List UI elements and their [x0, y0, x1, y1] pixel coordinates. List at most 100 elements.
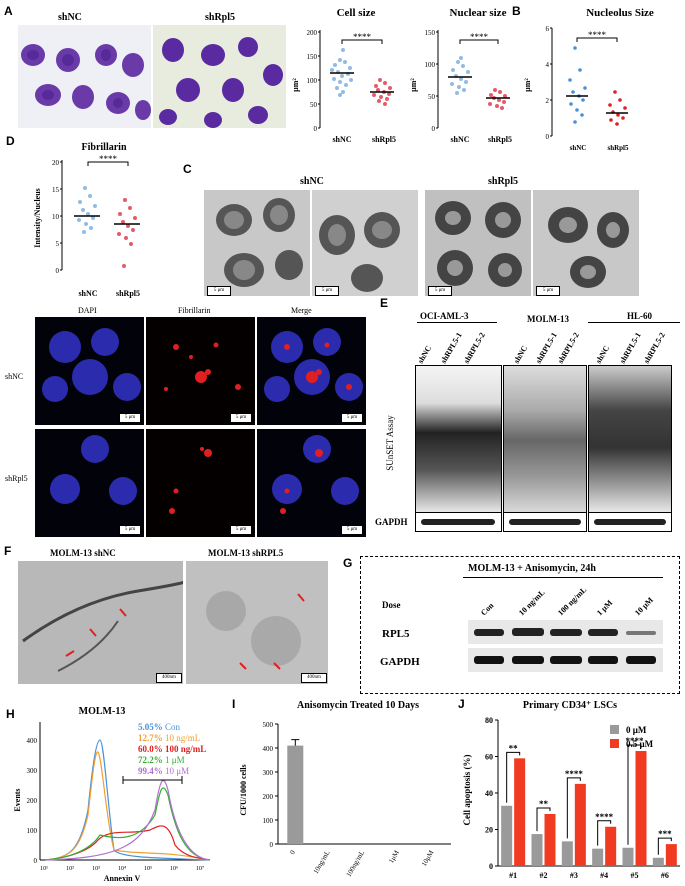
nucleolus-size-tick: 2	[546, 97, 550, 105]
blot-hl60	[588, 365, 672, 515]
bar-05um	[605, 826, 617, 866]
significance-bracket	[506, 751, 521, 803]
panel-f-label-shnc: MOLM-13 shNC	[50, 548, 116, 558]
fibrillarin-tick: 20	[52, 159, 60, 167]
nuclear-size-category: shNC	[450, 135, 469, 144]
if-image-shnc-merge: 5 μm	[257, 317, 366, 425]
histogram-curve-1um	[44, 787, 211, 861]
em-image-shnc-2: 5 μm	[312, 190, 418, 296]
lane-label: shNC	[512, 344, 529, 365]
histogram-ytick: 200	[27, 797, 38, 805]
fibrillarin-category: shNC	[78, 289, 97, 298]
dot-plots-a-b: Cell size 0 50 100 150 200 μm² **** shNC…	[291, 7, 654, 152]
panel-c-label-shnc: shNC	[300, 176, 324, 187]
y-tick-label: 100	[263, 817, 274, 825]
panel-label-g: G	[343, 556, 353, 570]
nuclear-size-significance: ****	[470, 32, 489, 42]
histogram-xtick: 10²	[66, 866, 74, 872]
histogram-ytick: 0	[34, 857, 38, 865]
significance-bracket	[657, 837, 672, 855]
cell-size-tick: 50	[310, 101, 318, 109]
fibrillarin-dot-plot: Fibrillarin 0 5 10 15 20 Intensity/Nucle…	[33, 142, 140, 298]
fibrillarin-category: shRpl5	[116, 289, 140, 298]
significance-label: ****	[626, 736, 645, 746]
significance-label: ***	[658, 829, 672, 839]
histogram-title: MOLM-13	[79, 706, 126, 717]
legend-label: 0.5 μM	[626, 739, 654, 749]
panel-label-j: J	[458, 697, 465, 711]
if-col-label-fibrillarin: Fibrillarin	[178, 306, 211, 315]
cell-size-category: shNC	[332, 135, 351, 144]
histogram-curve-100ng	[44, 825, 211, 861]
lane-label: shRPL5-2	[462, 331, 487, 365]
scale-bar: 5 μm	[230, 413, 252, 423]
nuclear-size-tick: 0	[432, 125, 436, 133]
nuclear-size-category: shRpl5	[488, 135, 512, 144]
dose-label: Dose	[382, 600, 401, 610]
nucleolus-size-tick: 0	[546, 133, 550, 141]
histogram-xtick: 10⁷	[196, 866, 204, 872]
significance-label: **	[539, 799, 549, 809]
blot-gapdh-hl60	[588, 512, 672, 532]
x-tick-label: 100ng/mL	[345, 849, 367, 878]
svg-text:99.4% 10 μM: 99.4% 10 μM	[138, 766, 189, 776]
if-col-label-dapi: DAPI	[78, 306, 97, 315]
cfu-chart-ylabel: CFU/1000 cells	[239, 764, 248, 815]
lane-label: shRPL5-2	[556, 331, 581, 365]
significance-bracket	[536, 807, 551, 832]
dose-label-item: 100 ng/mL	[556, 585, 588, 617]
cfu-bar-chart: Anisomycin Treated 10 Days CFU/1000 cell…	[239, 700, 451, 878]
rpl5-label: RPL5	[382, 628, 410, 640]
wright-giemsa-image-shnc	[18, 25, 151, 128]
x-tick-label: 1μM	[387, 848, 401, 864]
scale-bar: 5 μm	[536, 286, 560, 296]
gapdh-label-e: GAPDH	[375, 517, 408, 527]
bar-05um	[574, 783, 586, 866]
nuclear-size-tick: 100	[425, 61, 436, 69]
cell-size-category: shRpl5	[372, 135, 396, 144]
panel-label-f: F	[4, 544, 12, 558]
panel-g-header: MOLM-13 + Anisomycin, 24h	[468, 563, 596, 574]
significance-label: ****	[595, 812, 614, 822]
y-tick-label: 200	[263, 793, 274, 801]
panel-label-a: A	[4, 4, 13, 18]
histogram-xtick: 10³	[92, 866, 100, 872]
fibrillarin-tick: 0	[56, 267, 60, 275]
dose-labels: Con 10 ng/mL 100 ng/mL 1 μM 10 μM	[479, 585, 655, 617]
significance-label: **	[509, 743, 519, 753]
fibrillarin-tick: 10	[52, 213, 60, 221]
fibrillarin-ylabel: Intensity/Nucleus	[33, 188, 42, 248]
lane-label: shRPL5-2	[642, 331, 667, 365]
histogram-xtick: 10¹	[40, 866, 48, 872]
x-tick-label: 10ng/mL	[312, 849, 332, 875]
if-image-shnc-dapi: 5 μm	[35, 317, 144, 425]
bar-05um	[514, 758, 526, 866]
y-tick-label: 40	[485, 789, 493, 798]
cell-size-tick: 100	[307, 77, 318, 85]
dose-label-item: 1 μM	[595, 598, 614, 617]
histogram-xtick: 10⁴	[118, 866, 126, 872]
nuclear-size-tick: 150	[425, 29, 436, 37]
if-image-shnc-fibrillarin: 5 μm	[146, 317, 255, 425]
significance-bracket	[627, 744, 642, 845]
nucleolus-size-title: Nucleolus Size	[586, 7, 654, 19]
scale-bar: 5 μm	[315, 286, 339, 296]
histogram-ytick: 400	[27, 737, 38, 745]
y-tick-label: 80	[485, 716, 493, 725]
x-tick-label: #3	[570, 871, 578, 880]
error-bar	[291, 739, 300, 746]
y-tick-label: 0	[270, 841, 274, 849]
panel-label-c: C	[183, 162, 192, 176]
legend-label: 0 μM	[626, 725, 647, 735]
blot-gapdh-oci	[415, 512, 502, 532]
blot-molm13	[503, 365, 587, 515]
if-image-shrpl5-merge: 5 μm	[257, 429, 366, 537]
scale-bar: 5 μm	[341, 413, 363, 423]
cell-size-title: Cell size	[337, 7, 376, 19]
em-image-molm13-shrpl5: 400nm	[186, 561, 328, 684]
bar-05um	[665, 844, 677, 866]
scale-bar: 5 μm	[207, 286, 231, 296]
lane-label: shNC	[594, 344, 611, 365]
gapdh-label-g: GAPDH	[380, 656, 420, 668]
scale-bar: 400nm	[156, 673, 182, 683]
